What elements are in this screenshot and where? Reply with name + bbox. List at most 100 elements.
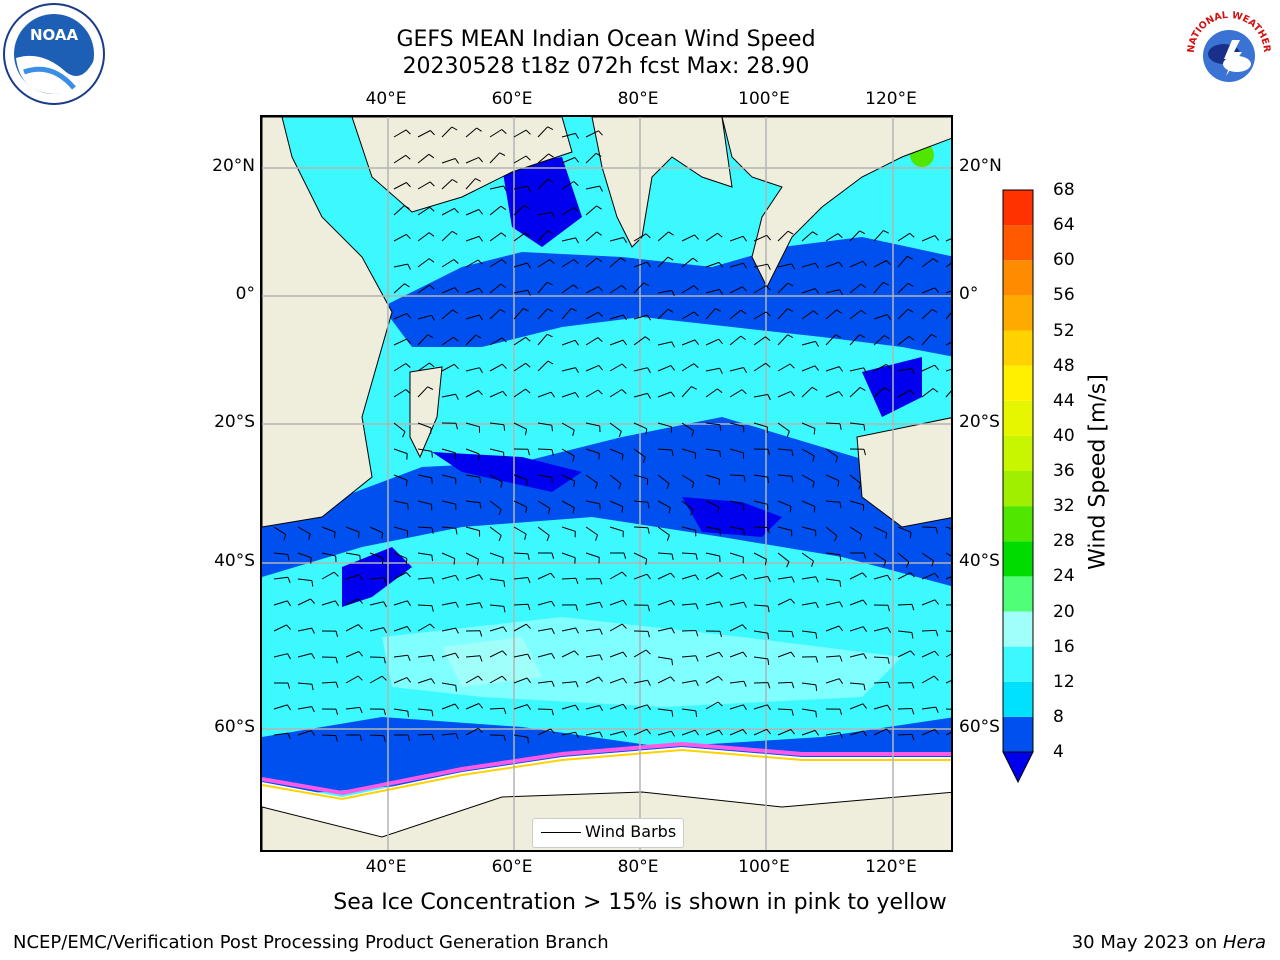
wind-barb [681,474,695,483]
wind-barb-flag [573,207,579,212]
wind-barb-flag [550,391,556,398]
wind-barb [441,336,454,346]
wind-barb [729,235,744,242]
wind-barb [321,681,337,684]
wind-barb-flag [930,334,937,338]
wind-barb [489,675,503,684]
wind-barb [657,526,670,536]
wind-barb-flag [573,181,579,186]
wind-barb-flag [740,309,747,315]
wind-barb [273,526,286,536]
wind-barb-flag [429,206,435,212]
wind-barb [513,289,528,294]
wind-barb-flag [813,310,819,315]
wind-barb-flag [815,602,819,609]
wind-barb-flag [454,287,459,293]
wind-barb [897,282,909,294]
wind-barb [753,604,769,607]
wind-barb-flag [691,386,697,390]
wind-barb [297,578,312,582]
y-tick-right-20n: 20°N [959,156,1002,176]
wind-barb [273,576,288,580]
wind-barb [681,708,696,712]
wind-barb [729,526,744,530]
wind-barb-flag [719,289,724,295]
wind-barb [921,309,933,320]
wind-barb-flag [767,576,771,583]
wind-barb-flag [570,307,577,312]
wind-barb-flag [791,682,795,689]
wind-barb [441,126,453,138]
wind-barb-flag [548,153,554,158]
wind-barb-flag [381,532,384,539]
wind-barb-flag [455,528,458,535]
wind-barb [705,675,719,684]
wind-barb-flag [646,573,652,580]
wind-barb-flag [791,476,794,483]
wind-barb-flag [935,706,939,713]
wind-barb-flag [547,178,554,183]
colorbar-under-arrow [1002,751,1034,784]
wind-barb [705,572,719,580]
wind-barb-flag [599,705,604,711]
wind-barb-flag [430,130,435,136]
wind-barb [465,367,480,372]
x-tick-bottom-120e: 120°E [865,857,917,877]
wind-barb-flag [791,576,795,583]
wind-barb [417,733,433,736]
wind-barb-flag [911,682,915,689]
wind-barb [441,474,456,479]
wind-barb [777,552,790,563]
wind-barb [585,364,600,372]
colorbar-tick: 36 [1053,461,1075,481]
wind-barb-flag [383,577,387,584]
wind-barb [609,599,624,606]
wind-barb-flag [837,233,843,238]
wind-barb [657,730,672,736]
wind-barb-flag [597,311,603,317]
wind-barb [825,334,836,346]
wind-barb-flag [790,729,795,735]
wind-barb [657,391,672,398]
wind-barb [393,389,407,398]
wind-barb-flag [431,655,435,662]
wind-barb [945,342,951,346]
wind-barb [297,706,312,710]
wind-barb [441,207,455,216]
wind-barb [609,339,624,346]
footer-date: 30 May 2023 on Hera [1072,932,1266,953]
wind-barb-flag [647,680,651,686]
wind-barb-flag [719,529,721,536]
wind-barb-flag [719,424,722,431]
wind-barb [897,389,911,398]
wind-barb-flag [455,733,459,740]
wind-barb [345,624,359,632]
wind-barb [921,364,935,372]
wind-barb [657,627,672,632]
wind-barb-flag [478,390,483,396]
wind-barb [921,552,934,562]
wind-barb [585,526,598,536]
wind-barb [513,552,529,555]
wind-barb-flag [335,630,339,638]
wind-barb-flag [667,256,674,261]
wind-barb [633,314,648,320]
wind-barb [441,393,456,398]
wind-barb-flag [811,386,818,391]
wind-barb-flag [596,231,602,236]
legend-label: Wind Barbs [585,822,677,841]
y-tick-left-60s: 60°S [214,717,255,737]
wind-barb [585,676,599,684]
wind-barb [633,367,648,372]
wind-barb-flag [382,557,384,565]
wind-barb [657,599,672,606]
wind-barb [801,729,816,736]
wind-barb-flag [667,308,674,313]
wind-barb-flag [287,577,291,583]
wind-barb-flag [406,313,411,319]
wind-barb [897,308,909,320]
wind-barb [897,526,912,533]
wind-barb [777,334,788,346]
wind-barb-flag [690,509,694,516]
wind-barb [561,207,575,216]
